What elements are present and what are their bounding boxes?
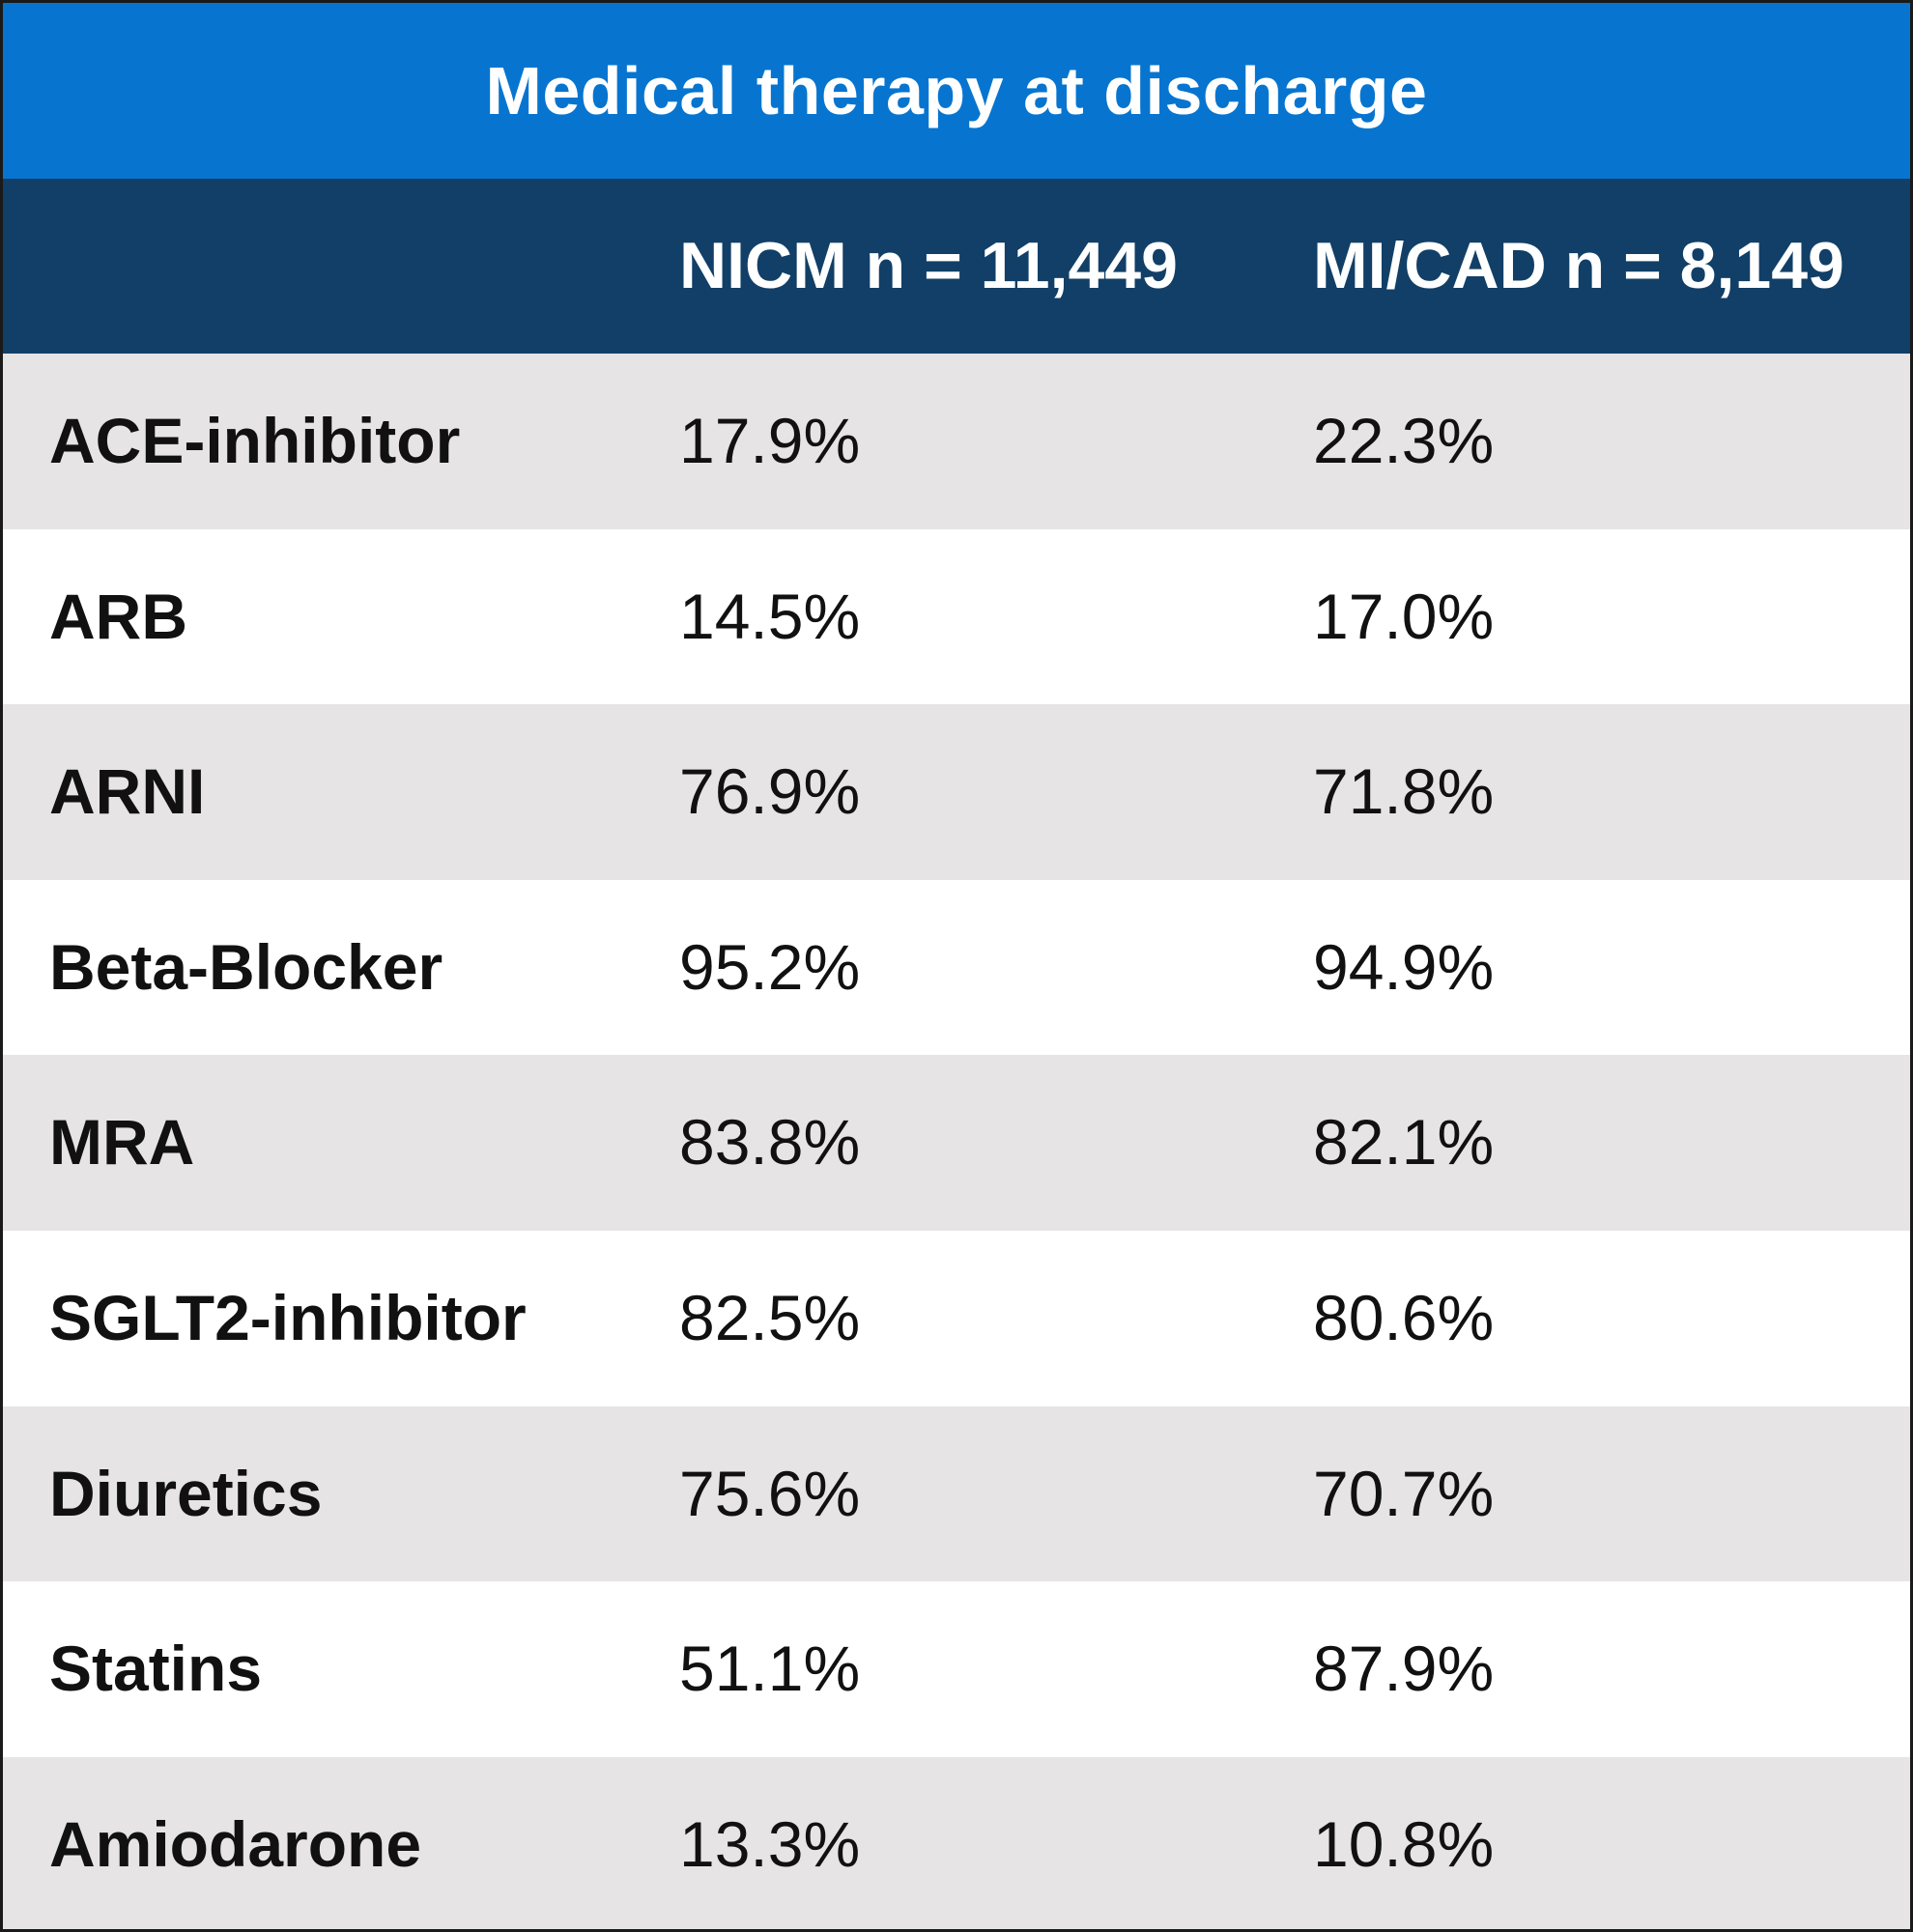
table-row: Diuretics 75.6% 70.7% <box>3 1406 1910 1582</box>
nicm-value: 76.9% <box>679 755 861 828</box>
row-label: Beta-Blocker <box>49 930 443 1003</box>
micad-value: 94.9% <box>1313 930 1495 1003</box>
table-title: Medical therapy at discharge <box>485 53 1428 128</box>
micad-value: 71.8% <box>1313 755 1495 828</box>
micad-value: 22.3% <box>1313 405 1495 476</box>
table-row: Beta-Blocker 95.2% 94.9% <box>3 879 1910 1056</box>
micad-value: 17.0% <box>1313 580 1495 652</box>
table-body: ACE-inhibitor 17.9% 22.3% ARB 14.5% 17.0… <box>3 354 1910 1929</box>
row-label: MRA <box>49 1106 195 1179</box>
nicm-value: 13.3% <box>679 1807 861 1880</box>
row-label: Statins <box>49 1633 263 1705</box>
row-label: ARNI <box>49 755 206 828</box>
nicm-value: 95.2% <box>679 930 861 1003</box>
column-header-nicm: NICM n = 11,449 <box>679 229 1178 302</box>
row-label: Diuretics <box>49 1457 323 1529</box>
nicm-value: 82.5% <box>679 1281 861 1353</box>
row-label: ARB <box>49 580 187 652</box>
row-label: ACE-inhibitor <box>49 405 461 476</box>
title-bar: Medical therapy at discharge <box>3 3 1910 179</box>
nicm-value: 14.5% <box>679 580 861 652</box>
column-header-micad: MI/CAD n = 8,149 <box>1313 229 1844 302</box>
micad-value: 87.9% <box>1313 1633 1495 1705</box>
micad-value: 80.6% <box>1313 1281 1495 1353</box>
table-row: ACE-inhibitor 17.9% 22.3% <box>3 354 1910 529</box>
micad-value: 70.7% <box>1313 1457 1495 1529</box>
nicm-value: 17.9% <box>679 405 861 476</box>
table-row: SGLT2-inhibitor 82.5% 80.6% <box>3 1230 1910 1406</box>
table-row: ARB 14.5% 17.0% <box>3 528 1910 705</box>
micad-value: 10.8% <box>1313 1807 1495 1880</box>
column-header-row: NICM n = 11,449 MI/CAD n = 8,149 <box>3 179 1910 354</box>
table-row: ARNI 76.9% 71.8% <box>3 704 1910 880</box>
table-row: Statins 51.1% 87.9% <box>3 1581 1910 1757</box>
row-label: Amiodarone <box>49 1807 422 1880</box>
nicm-value: 75.6% <box>679 1457 861 1529</box>
table-row: MRA 83.8% 82.1% <box>3 1055 1910 1231</box>
nicm-value: 83.8% <box>679 1106 861 1179</box>
table-row: Amiodarone 13.3% 10.8% <box>3 1756 1910 1929</box>
nicm-value: 51.1% <box>679 1633 861 1705</box>
row-label: SGLT2-inhibitor <box>49 1281 527 1353</box>
micad-value: 82.1% <box>1313 1106 1495 1179</box>
